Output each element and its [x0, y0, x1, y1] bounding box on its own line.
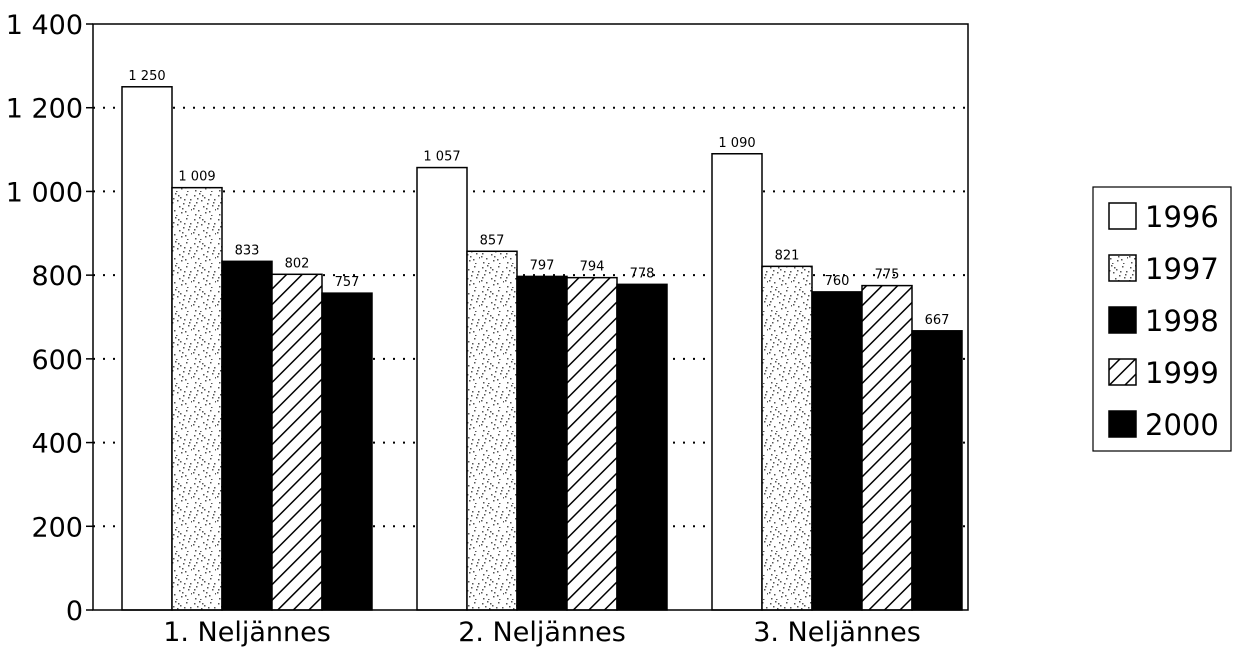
- data-label: 1 057: [423, 150, 460, 165]
- data-label: 802: [285, 256, 310, 271]
- data-label: 1 250: [128, 69, 165, 84]
- bar-1997-2: [466, 250, 518, 611]
- bar-1997-1: [171, 186, 223, 611]
- y-tick-label: 1 200: [6, 94, 83, 125]
- bar-1997-3: [761, 265, 813, 611]
- bar-2000-2: [616, 283, 668, 611]
- y-axis-ticks: 0 200 400 600 800 1 000 1 200 1 400: [6, 10, 93, 627]
- bar-1998-2: [516, 275, 568, 611]
- legend-label: 1996: [1145, 200, 1219, 234]
- legend: 1996 1997 1998 1999 2000: [1092, 186, 1232, 452]
- bar-1998-1: [221, 260, 273, 611]
- bars: [121, 86, 963, 611]
- bar-1998-3: [811, 291, 863, 611]
- legend-swatch-2000: [1108, 410, 1137, 438]
- bar-2000-1: [321, 292, 373, 611]
- data-label: 797: [530, 258, 555, 273]
- bar-1996-3: [711, 153, 763, 611]
- legend-label: 1999: [1145, 356, 1219, 390]
- data-label: 778: [630, 266, 655, 281]
- legend-swatch-1999: [1108, 358, 1137, 386]
- x-axis-labels: 1. Neljännes 2. Neljännes 3. Neljännes: [163, 617, 921, 648]
- data-label: 775: [875, 268, 900, 283]
- legend-swatch-1996: [1108, 202, 1137, 230]
- x-category-label: 2. Neljännes: [458, 617, 626, 648]
- data-label: 760: [825, 274, 850, 289]
- x-category-label: 3. Neljännes: [753, 617, 921, 648]
- y-tick-label: 1 000: [6, 177, 83, 208]
- data-label: 857: [480, 233, 505, 248]
- data-label: 821: [775, 248, 800, 263]
- y-tick-label: 200: [31, 512, 83, 543]
- bar-1996-2: [416, 166, 468, 611]
- data-label: 833: [235, 243, 260, 258]
- y-tick-label: 600: [31, 345, 83, 376]
- data-label: 794: [580, 260, 605, 275]
- data-label: 1 090: [718, 136, 755, 151]
- bar-1999-3: [861, 284, 913, 611]
- data-labels: 1 250 1 009 833 802 757 1 057 857 797 794 778 1 09…: [128, 69, 949, 328]
- legend-label: 2000: [1145, 408, 1219, 442]
- data-label: 1 009: [178, 170, 215, 185]
- plot-frame: [92, 23, 969, 611]
- y-tick-label: 400: [31, 429, 83, 460]
- bar-1999-2: [566, 276, 618, 611]
- x-category-label: 1. Neljännes: [163, 617, 331, 648]
- bar-1996-1: [121, 86, 173, 611]
- y-tick-label: 0: [66, 596, 83, 627]
- legend-label: 1998: [1145, 304, 1219, 338]
- data-label: 757: [335, 275, 360, 290]
- bar-1999-1: [271, 273, 323, 611]
- data-label: 667: [925, 313, 950, 328]
- legend-swatch-1998: [1108, 306, 1137, 334]
- legend-label: 1997: [1145, 252, 1219, 286]
- legend-swatch-1997: [1108, 254, 1137, 282]
- bar-2000-3: [911, 330, 963, 611]
- y-tick-label: 800: [31, 261, 83, 292]
- y-tick-label: 1 400: [6, 10, 83, 41]
